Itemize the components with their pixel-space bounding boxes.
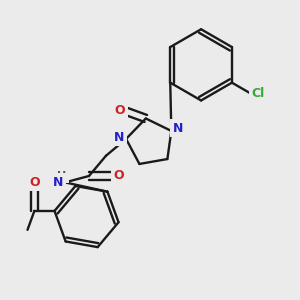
Text: Cl: Cl	[252, 87, 265, 100]
Text: O: O	[115, 103, 125, 116]
Text: N: N	[114, 131, 124, 144]
Text: N: N	[53, 176, 64, 189]
Text: O: O	[113, 169, 124, 182]
Text: N: N	[173, 122, 183, 135]
Text: O: O	[29, 176, 40, 189]
Text: H: H	[57, 171, 66, 181]
